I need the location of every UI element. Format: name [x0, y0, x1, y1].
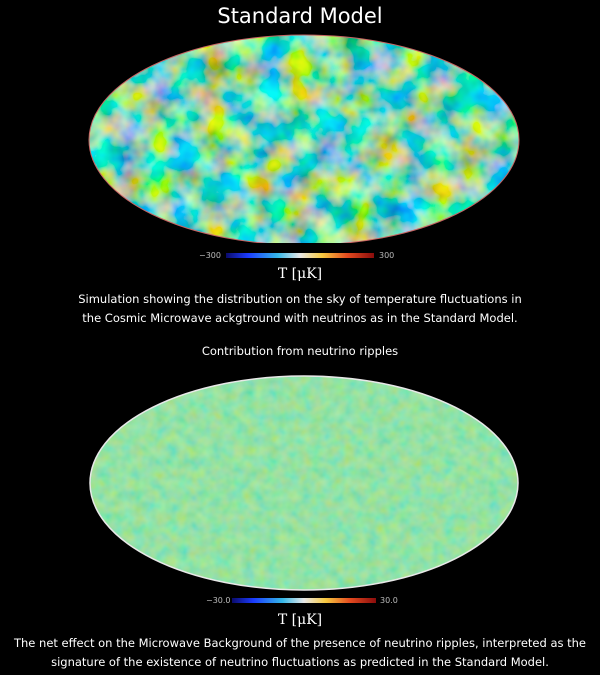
page-title: Standard Model [217, 4, 383, 28]
top-caption: Simulation showing the distribution on t… [0, 290, 600, 328]
top-colorbar-gradient [226, 253, 374, 258]
top-colorbar: −300 300 [0, 251, 600, 265]
top-caption-line-1: Simulation showing the distribution on t… [78, 292, 522, 306]
top-unit-label: T [μK] [277, 266, 323, 282]
bottom-colorbar: −30.0 30.0 [0, 596, 600, 610]
top-colorbar-max-label: 300 [379, 251, 395, 260]
bottom-subtitle: Contribution from neutrino ripples [201, 344, 399, 358]
neutrino-ripple-map [0, 368, 600, 596]
bottom-caption: The net effect on the Microwave Backgrou… [0, 634, 600, 672]
bottom-caption-line-1: The net effect on the Microwave Backgrou… [13, 636, 587, 650]
top-colorbar-min-label: −300 [199, 251, 221, 260]
neutrino-map-graphic [89, 375, 519, 591]
bottom-caption-line-2: signature of the existence of neutrino f… [51, 655, 549, 669]
bottom-colorbar-min-label: −30.0 [206, 596, 231, 605]
cmb-temperature-map [0, 28, 600, 243]
bottom-colorbar-gradient [232, 598, 376, 603]
bottom-unit-label: T [μK] [277, 612, 323, 628]
cmb-map-graphic [88, 34, 520, 243]
bottom-colorbar-max-label: 30.0 [380, 596, 398, 605]
top-caption-line-2: the Cosmic Microwave ackgtround with neu… [82, 311, 518, 325]
